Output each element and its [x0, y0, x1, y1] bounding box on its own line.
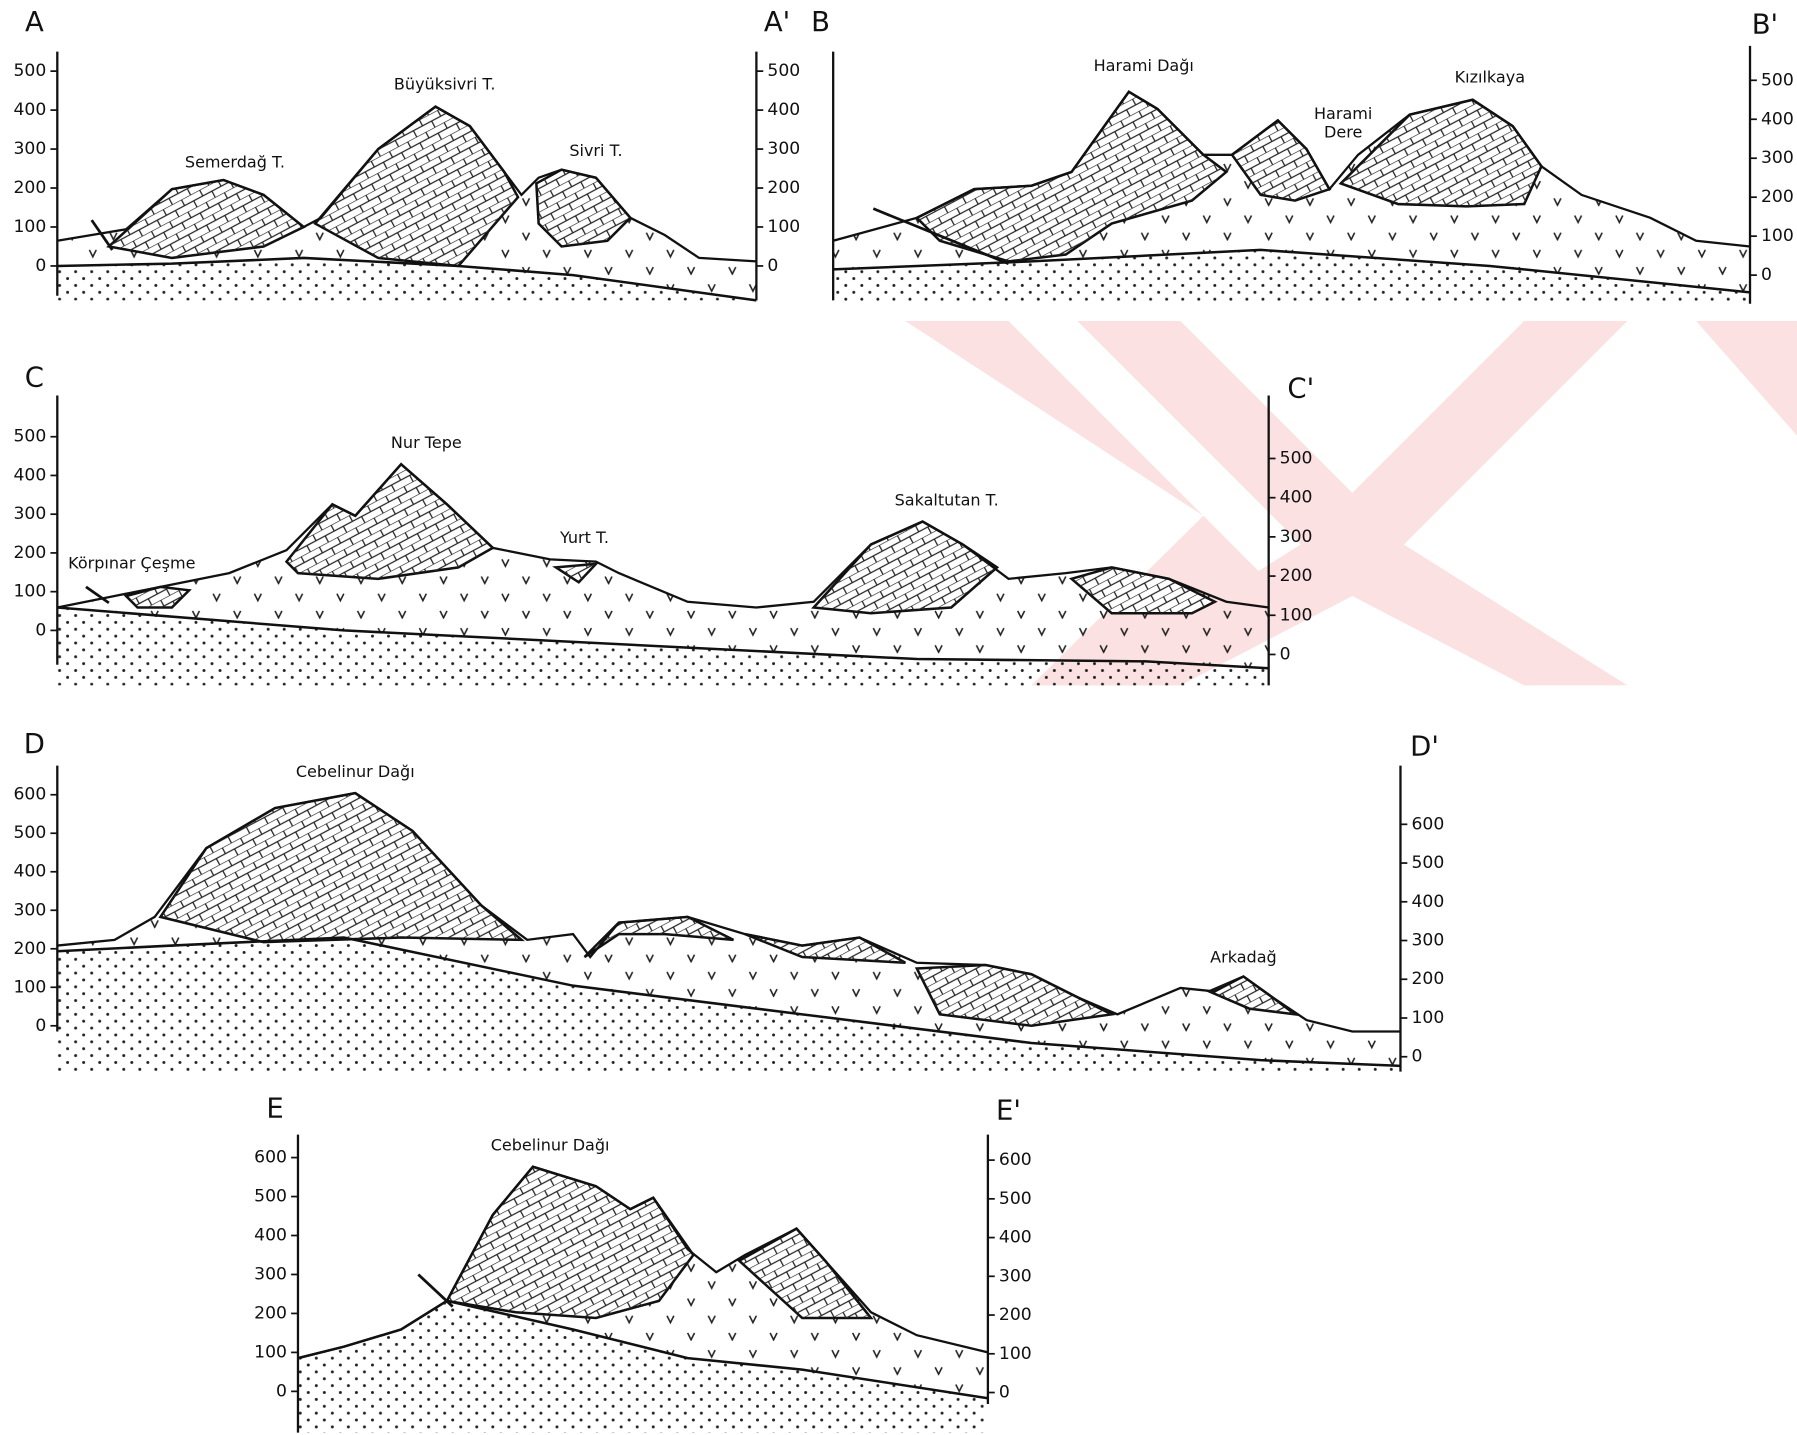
- tick-label: 200: [13, 939, 46, 959]
- tick-label: 400: [13, 465, 46, 485]
- place-name: Harami Dağı: [1094, 56, 1194, 75]
- tick-label: 200: [13, 178, 46, 198]
- tick-label: 200: [1761, 187, 1794, 207]
- place-name: Cebelinur Dağı: [491, 1136, 610, 1155]
- tick-label: 600: [1411, 814, 1444, 834]
- tick-label: 400: [1280, 488, 1313, 508]
- tick-label: 100: [13, 977, 46, 997]
- tick-label: 200: [254, 1303, 287, 1323]
- tick-label: 300: [999, 1266, 1032, 1286]
- tick-label: 400: [767, 100, 800, 120]
- tick-label: 500: [13, 823, 46, 843]
- tick-label: 0: [767, 256, 778, 276]
- section-start-label: D: [24, 728, 45, 760]
- tick-label: 600: [999, 1150, 1032, 1170]
- tick-label: 500: [1411, 853, 1444, 873]
- tick-label: 300: [767, 139, 800, 159]
- section-start-label: E: [266, 1092, 283, 1124]
- tick-label: 0: [1761, 265, 1772, 285]
- section-start-label: B: [811, 6, 830, 38]
- tick-label: 600: [13, 785, 46, 805]
- tick-label: 300: [13, 504, 46, 524]
- tick-label: 200: [999, 1305, 1032, 1325]
- place-name: Kızılkaya: [1455, 68, 1525, 87]
- sections-layer: 500 400 300 200 100 0 500 400 300 200 100 0 A A' Semer…: [13, 6, 1793, 1433]
- section: 500 400 300 200 100 0 500 400 300 200 100 0 C C' Nur T…: [13, 361, 1314, 685]
- tick-label: 500: [999, 1189, 1032, 1209]
- tick-label: 400: [999, 1228, 1032, 1248]
- limestone-pattern: [160, 793, 521, 942]
- tick-label: 300: [1761, 148, 1794, 168]
- tick-label: 400: [13, 100, 46, 120]
- section-end-label: D': [1410, 730, 1439, 762]
- tick-label: 100: [999, 1344, 1032, 1364]
- section-end-label: C': [1287, 373, 1314, 405]
- place-name: Semerdağ T.: [185, 152, 285, 171]
- tick-label: 200: [1411, 969, 1444, 989]
- tick-label: 600: [254, 1148, 287, 1168]
- tick-label: 0: [35, 620, 46, 640]
- cross-sections: 500 400 300 200 100 0 500 400 300 200 100 0 A A' Semer…: [0, 0, 1797, 1435]
- tick-label: 100: [1761, 226, 1794, 246]
- tick-label: 0: [276, 1381, 287, 1401]
- section: 500 400 300 200 100 0 B B' Harami Dağı HaramiDere…: [811, 6, 1794, 304]
- tick-label: 300: [13, 139, 46, 159]
- tick-label: 300: [13, 900, 46, 920]
- tick-label: 0: [35, 256, 46, 276]
- tick-label: 500: [13, 61, 46, 81]
- section-end-label: A': [764, 6, 790, 38]
- tick-label: 0: [35, 1016, 46, 1036]
- place-name: Cebelinur Dağı: [296, 762, 415, 781]
- tick-label: 100: [1280, 605, 1313, 625]
- tick-label: 200: [767, 178, 800, 198]
- tick-label: 400: [254, 1226, 287, 1246]
- tick-label: 400: [13, 862, 46, 882]
- tick-label: 200: [1280, 566, 1313, 586]
- tick-label: 300: [1411, 931, 1444, 951]
- section: 600 500 400 300 200 100 0 600 500 400 300 200 100 0 D D…: [13, 728, 1444, 1072]
- tick-label: 500: [767, 61, 800, 81]
- section-end-label: E': [996, 1095, 1021, 1127]
- tick-label: 100: [254, 1342, 287, 1362]
- tick-label: 100: [767, 217, 800, 237]
- place-name: Sakaltutan T.: [895, 490, 999, 509]
- section: 500 400 300 200 100 0 500 400 300 200 100 0 A A' Semer…: [13, 6, 800, 300]
- fault-line: [418, 1274, 452, 1306]
- tick-label: 0: [1411, 1047, 1422, 1067]
- tick-label: 0: [1280, 644, 1291, 664]
- section-start-label: C: [25, 361, 44, 393]
- place-name: Harami: [1314, 104, 1372, 123]
- place-name: Yurt T.: [559, 528, 609, 547]
- tick-label: 100: [13, 582, 46, 602]
- tick-label: 200: [13, 543, 46, 563]
- tick-label: 0: [999, 1383, 1010, 1403]
- tick-label: 400: [1411, 892, 1444, 912]
- tick-label: 100: [13, 217, 46, 237]
- tick-label: 500: [254, 1187, 287, 1207]
- page: {"sections": [ {"label_start": "A", "lab…: [0, 0, 1797, 1435]
- place-name: Nur Tepe: [391, 433, 462, 452]
- tick-label: 300: [1280, 527, 1313, 547]
- tick-label: 100: [1411, 1008, 1444, 1028]
- tick-label: 400: [1761, 109, 1794, 129]
- place-name: Körpınar Çeşme: [68, 553, 195, 572]
- limestone-pattern: [447, 1167, 693, 1318]
- tick-label: 500: [1280, 448, 1313, 468]
- tick-label: 500: [1761, 70, 1794, 90]
- section-start-label: A: [25, 6, 44, 38]
- section-end-label: B': [1752, 8, 1778, 40]
- tick-label: 500: [13, 427, 46, 447]
- place-name: Büyüksivri T.: [394, 74, 496, 93]
- place-name: Dere: [1324, 123, 1362, 142]
- section: 600 500 400 300 200 100 0 600 500 400 300 200 100 0 E E…: [254, 1092, 1032, 1432]
- place-name: Sivri T.: [569, 141, 622, 160]
- tick-label: 300: [254, 1264, 287, 1284]
- place-name: Arkadağ: [1210, 948, 1277, 967]
